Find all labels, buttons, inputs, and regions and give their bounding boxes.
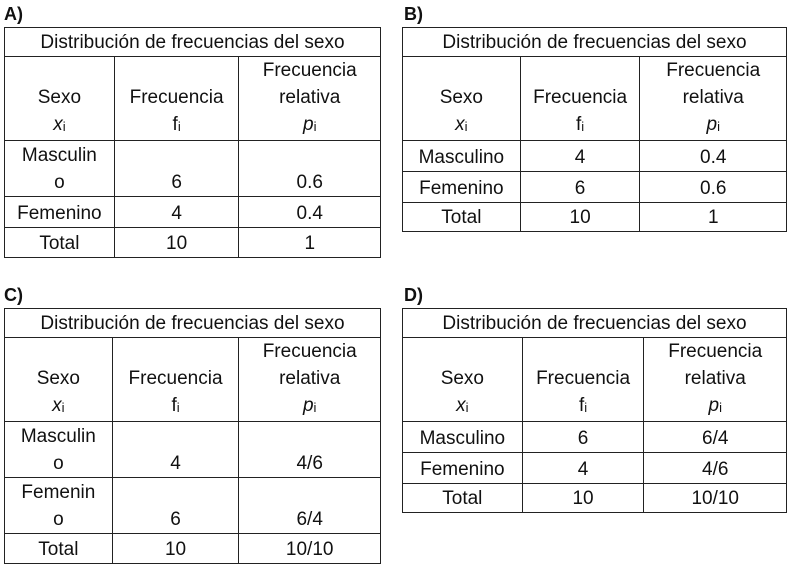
header-frecuencia: Frecuenciafi <box>114 57 239 141</box>
frecuencia-relativa-cell: 6/4 <box>644 422 787 453</box>
frecuencia-relativa-cell: 4/6 <box>239 422 381 478</box>
frecuencia-relativa-cell: 0.4 <box>239 197 381 228</box>
frequency-table-a: Distribución de frecuencias del sexo Sex… <box>4 27 381 258</box>
table-row: Femenino 6 0.6 <box>403 172 787 203</box>
table-row: Masculino 4 0.4 <box>403 141 787 172</box>
sexo-cell: Total <box>403 484 523 513</box>
table-row: Masculino 6 0.6 <box>5 141 381 197</box>
sexo-cell: Femenino <box>5 197 115 228</box>
sexo-cell: Femenino <box>403 172 521 203</box>
frecuencia-cell: 6 <box>112 478 239 534</box>
frecuencia-cell: 4 <box>112 422 239 478</box>
table-row: Total 10 1 <box>403 203 787 232</box>
sexo-cell: Masculino <box>5 422 113 478</box>
table-title: Distribución de frecuencias del sexo <box>403 309 787 338</box>
sexo-cell: Femenino <box>403 453 523 484</box>
frecuencia-relativa-cell: 0.4 <box>640 141 787 172</box>
table-row: Total 10 10/10 <box>5 534 381 564</box>
header-frecuencia-relativa: Frecuenciarelativapi <box>640 57 787 141</box>
table-row: Femenino 4 4/6 <box>403 453 787 484</box>
header-frecuencia: Frecuenciafi <box>112 338 239 422</box>
frecuencia-relativa-cell: 1 <box>239 228 381 258</box>
header-sexo: Sexoxi <box>403 57 521 141</box>
sexo-cell: Masculino <box>5 141 115 197</box>
header-sexo: Sexoxi <box>5 338 113 422</box>
sexo-cell: Total <box>5 534 113 564</box>
frecuencia-relativa-cell: 0.6 <box>640 172 787 203</box>
table-row: Masculino 6 6/4 <box>403 422 787 453</box>
table-row: Femenino 4 0.4 <box>5 197 381 228</box>
option-label-c: C) <box>4 286 23 304</box>
frecuencia-cell: 4 <box>114 197 239 228</box>
header-sexo: Sexoxi <box>5 57 115 141</box>
header-frecuencia: Frecuenciafi <box>520 57 640 141</box>
frecuencia-relativa-cell: 10/10 <box>239 534 381 564</box>
frecuencia-cell: 10 <box>522 484 644 513</box>
header-frecuencia-relativa: Frecuenciarelativapi <box>644 338 787 422</box>
table-row: Total 10 10/10 <box>403 484 787 513</box>
table-row: Total 10 1 <box>5 228 381 258</box>
sexo-cell: Femenino <box>5 478 113 534</box>
frecuencia-cell: 6 <box>522 422 644 453</box>
frecuencia-cell: 6 <box>520 172 640 203</box>
frecuencia-relativa-cell: 4/6 <box>644 453 787 484</box>
sexo-cell: Masculino <box>403 422 523 453</box>
header-sexo: Sexoxi <box>403 338 523 422</box>
option-label-d: D) <box>404 286 423 304</box>
frecuencia-cell: 4 <box>522 453 644 484</box>
header-frecuencia: Frecuenciafi <box>522 338 644 422</box>
option-label-b: B) <box>404 5 423 23</box>
table-title: Distribución de frecuencias del sexo <box>5 28 381 57</box>
table-row: Masculino 4 4/6 <box>5 422 381 478</box>
frecuencia-relativa-cell: 1 <box>640 203 787 232</box>
header-frecuencia-relativa: Frecuenciarelativapi <box>239 338 381 422</box>
header-frecuencia-relativa: Frecuenciarelativapi <box>239 57 381 141</box>
frecuencia-relativa-cell: 0.6 <box>239 141 381 197</box>
frequency-table-c: Distribución de frecuencias del sexo Sex… <box>4 308 381 564</box>
table-title: Distribución de frecuencias del sexo <box>5 309 381 338</box>
table-row: Femenino 6 6/4 <box>5 478 381 534</box>
sexo-cell: Masculino <box>403 141 521 172</box>
frecuencia-cell: 10 <box>112 534 239 564</box>
frecuencia-relativa-cell: 10/10 <box>644 484 787 513</box>
frecuencia-cell: 10 <box>114 228 239 258</box>
frecuencia-cell: 6 <box>114 141 239 197</box>
sexo-cell: Total <box>5 228 115 258</box>
frecuencia-cell: 4 <box>520 141 640 172</box>
option-label-a: A) <box>4 5 23 23</box>
frequency-table-d: Distribución de frecuencias del sexo Sex… <box>402 308 787 513</box>
table-title: Distribución de frecuencias del sexo <box>403 28 787 57</box>
frecuencia-relativa-cell: 6/4 <box>239 478 381 534</box>
frequency-table-b: Distribución de frecuencias del sexo Sex… <box>402 27 787 232</box>
frecuencia-cell: 10 <box>520 203 640 232</box>
sexo-cell: Total <box>403 203 521 232</box>
